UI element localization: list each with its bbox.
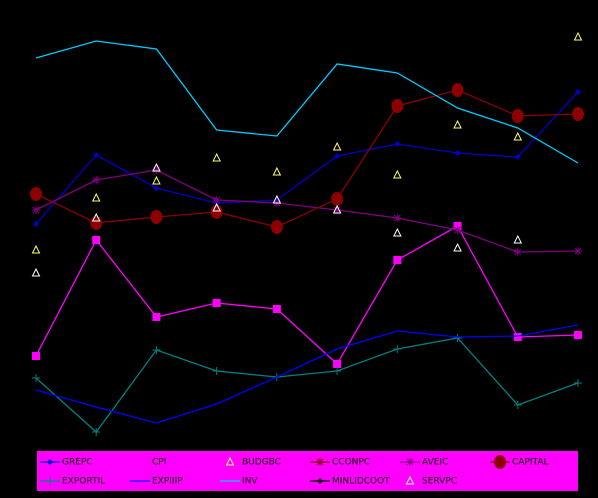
- marker: [212, 196, 221, 204]
- marker: [574, 379, 582, 387]
- marker: [152, 175, 161, 185]
- marker: [272, 194, 282, 204]
- marker: [394, 141, 401, 147]
- legend-label: EXPORTIL: [62, 477, 105, 487]
- marker: [316, 458, 324, 466]
- marker: [333, 367, 342, 375]
- legend-label: CPI: [152, 458, 166, 468]
- marker: [513, 401, 522, 409]
- marker: [153, 185, 160, 191]
- marker: [212, 202, 221, 212]
- marker: [451, 83, 464, 97]
- marker: [30, 187, 42, 201]
- marker: [152, 162, 161, 172]
- marker: [212, 367, 221, 375]
- marker: [33, 221, 39, 227]
- marker: [272, 305, 281, 313]
- marker: [32, 374, 40, 382]
- marker: [453, 242, 462, 252]
- marker: [46, 477, 54, 485]
- marker: [47, 459, 53, 465]
- legend-label: AVEIC: [422, 458, 448, 468]
- marker: [332, 141, 342, 151]
- marker: [513, 131, 523, 141]
- marker: [272, 166, 282, 176]
- marker: [574, 247, 582, 255]
- legend-label: CCONPC: [332, 458, 370, 468]
- legend-label: INV: [242, 477, 258, 487]
- marker: [92, 236, 101, 244]
- marker: [317, 478, 323, 484]
- marker: [90, 216, 103, 230]
- marker: [511, 109, 524, 123]
- legend-label: MINLIDCOOT: [332, 477, 390, 487]
- marker: [150, 210, 163, 224]
- marker: [405, 475, 415, 485]
- legend-label: BUDGBC: [242, 458, 281, 468]
- legend-label: CAPITAL: [512, 458, 549, 468]
- marker: [333, 360, 342, 368]
- marker: [93, 152, 100, 158]
- legend-box: [37, 451, 578, 491]
- marker: [573, 31, 583, 41]
- marker: [92, 176, 101, 184]
- marker: [572, 107, 584, 121]
- marker: [91, 192, 101, 202]
- marker: [454, 150, 461, 156]
- marker: [32, 206, 40, 214]
- marker: [331, 192, 344, 206]
- marker: [513, 333, 522, 341]
- marker: [406, 458, 414, 466]
- series-line: [35, 89, 579, 228]
- marker: [152, 166, 161, 174]
- marker: [514, 154, 521, 160]
- marker: [31, 267, 41, 277]
- marker: [333, 206, 342, 214]
- marker: [393, 256, 402, 264]
- legend-label: EXPIIIP: [152, 477, 183, 487]
- marker: [453, 334, 462, 342]
- marker: [574, 331, 582, 339]
- marker: [31, 244, 41, 254]
- marker: [393, 345, 402, 353]
- marker: [270, 220, 283, 234]
- series-line: [35, 169, 579, 253]
- marker: [494, 455, 506, 469]
- marker: [210, 205, 223, 219]
- series-line: [35, 91, 579, 225]
- marker: [225, 456, 235, 466]
- marker: [91, 212, 101, 222]
- marker: [575, 89, 581, 95]
- marker: [393, 169, 402, 179]
- marker: [393, 227, 402, 237]
- marker: [453, 119, 462, 129]
- marker: [212, 152, 221, 162]
- series-line: [35, 225, 579, 366]
- series-line: [35, 324, 579, 424]
- legend-label: GREPC: [62, 458, 93, 468]
- marker: [136, 458, 144, 466]
- marker: [393, 214, 402, 222]
- marker: [32, 352, 40, 360]
- legend-label: SERVPC: [422, 477, 457, 487]
- marker: [334, 153, 341, 159]
- marker: [391, 99, 404, 113]
- marker: [453, 226, 462, 234]
- marker: [152, 313, 161, 321]
- marker: [92, 428, 101, 436]
- marker: [152, 346, 161, 354]
- series-line: [35, 337, 579, 433]
- series-line: [35, 40, 579, 164]
- marker: [332, 204, 342, 214]
- marker: [212, 299, 221, 307]
- marker: [513, 248, 522, 256]
- marker: [513, 234, 523, 244]
